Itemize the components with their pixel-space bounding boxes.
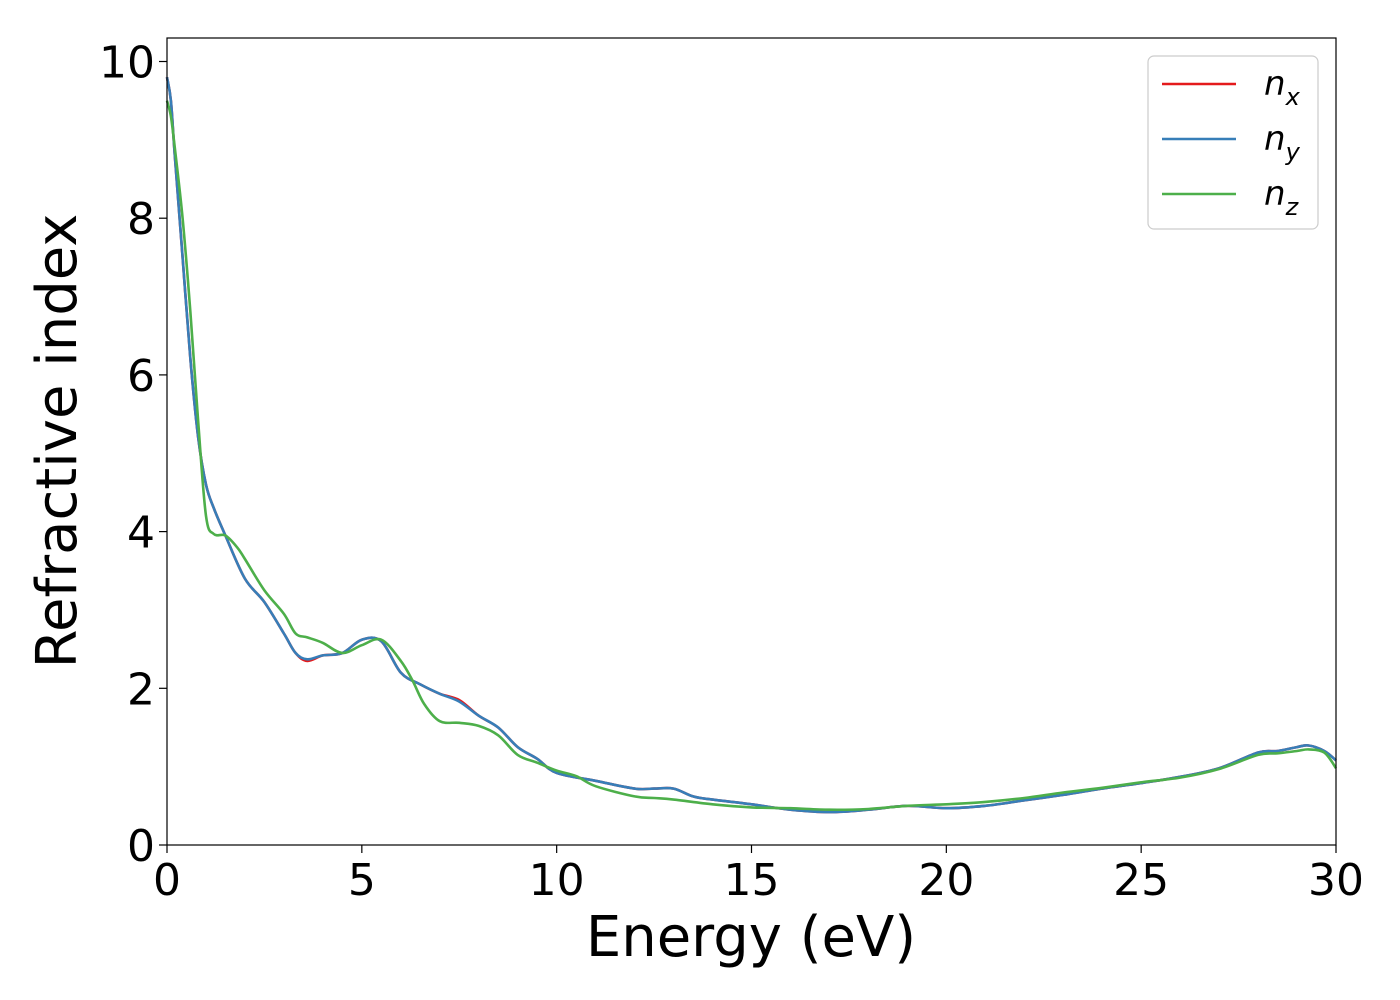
y-tick-label: 10 xyxy=(99,38,155,89)
y-tick-label: 6 xyxy=(127,351,155,402)
series-line-nz xyxy=(165,100,1338,812)
x-tick-label: 5 xyxy=(348,855,376,906)
x-tick-label: 20 xyxy=(918,855,974,906)
x-axis-title: Energy (eV) xyxy=(586,905,916,970)
y-tick-label: 2 xyxy=(127,664,155,715)
x-tick-label: 25 xyxy=(1113,855,1169,906)
legend-box xyxy=(1147,55,1319,230)
x-tick-label: 30 xyxy=(1308,855,1364,906)
y-tick-label: 0 xyxy=(127,821,155,872)
y-tick-label: 8 xyxy=(127,194,155,245)
x-tick-label: 15 xyxy=(724,855,780,906)
plot-background xyxy=(167,38,1336,845)
x-tick-label: 10 xyxy=(529,855,585,906)
y-axis-title: Refractive index xyxy=(25,214,90,669)
x-axis-ticks: 0 5 10 15 20 25 30 xyxy=(153,845,1364,906)
x-tick-label: 0 xyxy=(153,855,181,906)
y-axis-ticks: 0 2 4 6 8 10 xyxy=(99,38,167,872)
y-tick-label: 4 xyxy=(127,508,155,559)
series-lines xyxy=(165,76,1338,814)
